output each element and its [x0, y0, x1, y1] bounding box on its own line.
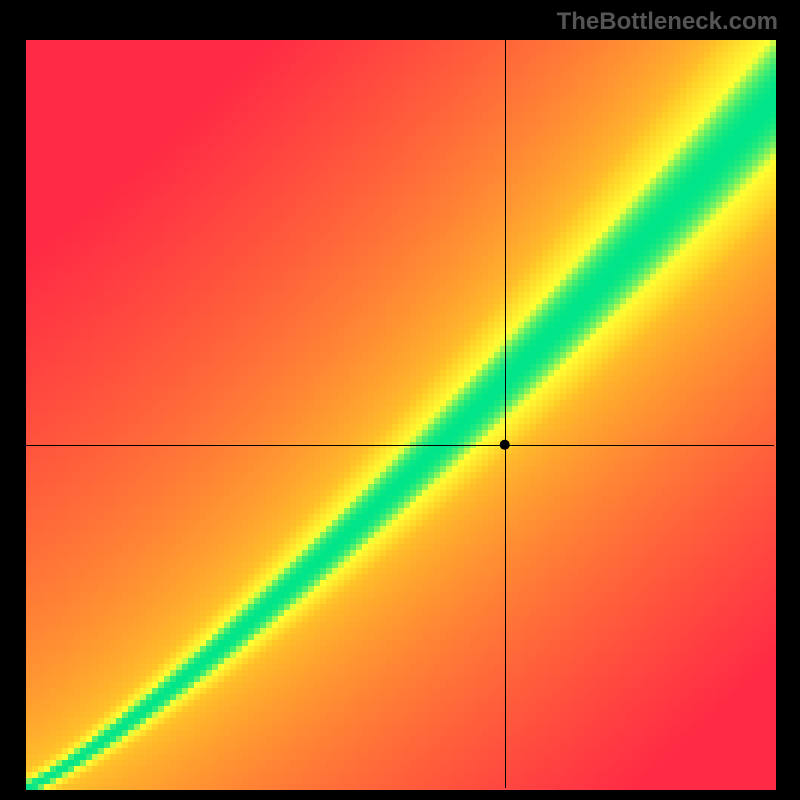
- watermark-text: TheBottleneck.com: [557, 8, 778, 36]
- chart-container: { "watermark": { "text": "TheBottleneck.…: [0, 0, 800, 800]
- crosshair-overlay: [0, 0, 800, 800]
